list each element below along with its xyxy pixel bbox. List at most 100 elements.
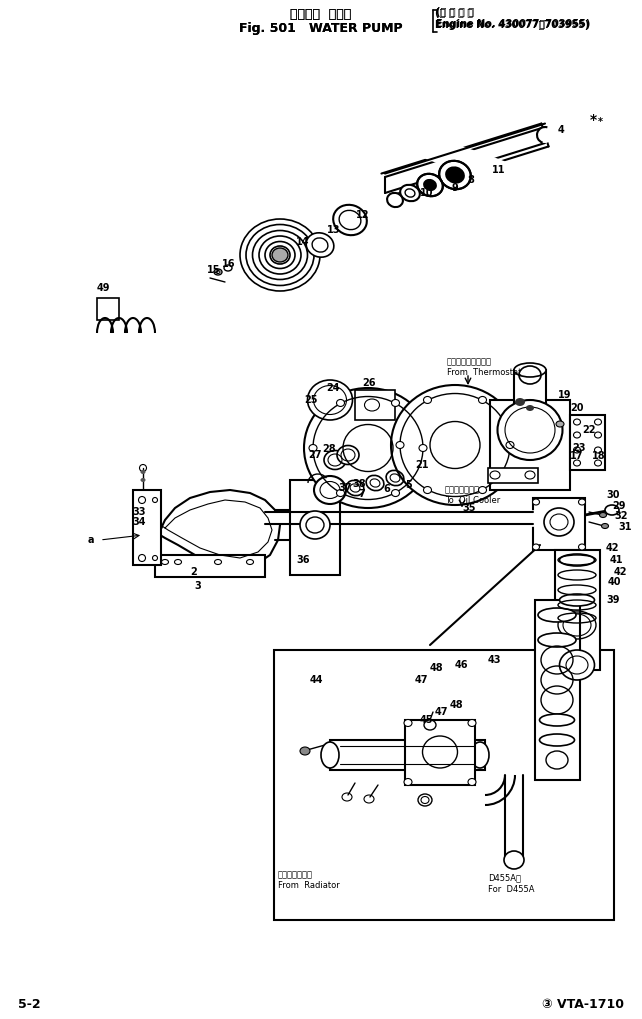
Ellipse shape xyxy=(314,476,346,504)
Ellipse shape xyxy=(423,179,437,192)
Text: 24: 24 xyxy=(326,383,340,393)
Bar xyxy=(355,390,395,420)
Ellipse shape xyxy=(532,499,539,505)
Text: *: * xyxy=(598,117,603,127)
Ellipse shape xyxy=(272,248,288,262)
Text: 25: 25 xyxy=(304,395,318,405)
Ellipse shape xyxy=(321,742,339,768)
Text: To  Oil Cooler: To Oil Cooler xyxy=(445,495,500,504)
Bar xyxy=(97,298,119,320)
Bar xyxy=(340,746,475,764)
Ellipse shape xyxy=(247,559,254,565)
Text: 3: 3 xyxy=(194,581,201,591)
Text: 26: 26 xyxy=(362,378,376,388)
Text: 15: 15 xyxy=(207,265,220,275)
Bar xyxy=(405,720,475,785)
Text: (適 用 号 機: (適 用 号 機 xyxy=(435,8,473,18)
Text: 9: 9 xyxy=(452,183,459,193)
Ellipse shape xyxy=(539,714,575,726)
Bar xyxy=(533,498,585,550)
Bar xyxy=(570,415,605,470)
Bar xyxy=(330,740,485,770)
Bar xyxy=(155,555,265,577)
Ellipse shape xyxy=(468,719,476,727)
Text: 5-2: 5-2 xyxy=(18,999,40,1012)
Bar xyxy=(488,468,538,483)
Ellipse shape xyxy=(559,650,594,680)
Text: 48: 48 xyxy=(450,700,464,710)
Text: 10: 10 xyxy=(420,187,433,198)
Ellipse shape xyxy=(573,447,580,453)
Text: ウォータ  ポンプ: ウォータ ポンプ xyxy=(290,7,352,20)
Text: 47: 47 xyxy=(435,707,449,717)
Ellipse shape xyxy=(153,497,157,502)
Ellipse shape xyxy=(424,396,431,404)
Text: 16: 16 xyxy=(222,259,236,269)
Ellipse shape xyxy=(559,594,594,606)
Ellipse shape xyxy=(162,559,168,565)
Text: Engine No. 430077～703955): Engine No. 430077～703955) xyxy=(436,19,591,29)
Text: 12: 12 xyxy=(356,210,370,220)
Ellipse shape xyxy=(141,470,146,474)
Text: 13: 13 xyxy=(327,225,340,235)
Ellipse shape xyxy=(498,400,562,460)
Ellipse shape xyxy=(605,505,619,515)
Ellipse shape xyxy=(214,559,221,565)
Text: 14: 14 xyxy=(296,237,309,247)
Text: 27: 27 xyxy=(308,450,322,460)
Text: サーモスタットから: サーモスタットから xyxy=(447,358,492,367)
Ellipse shape xyxy=(309,444,317,451)
Ellipse shape xyxy=(506,441,514,448)
Text: From  Radiator: From Radiator xyxy=(278,881,340,891)
Ellipse shape xyxy=(175,559,182,565)
Ellipse shape xyxy=(418,794,432,806)
Ellipse shape xyxy=(539,734,575,746)
Text: From  Thermostat: From Thermostat xyxy=(447,368,521,376)
Ellipse shape xyxy=(471,742,489,768)
Ellipse shape xyxy=(392,489,399,496)
Text: 34: 34 xyxy=(132,517,146,527)
Polygon shape xyxy=(150,490,280,568)
Ellipse shape xyxy=(366,475,384,490)
Ellipse shape xyxy=(532,544,539,550)
Text: 38: 38 xyxy=(352,479,366,489)
Text: a: a xyxy=(88,535,94,545)
Ellipse shape xyxy=(538,608,576,622)
Ellipse shape xyxy=(386,471,404,486)
Text: 35: 35 xyxy=(462,503,476,513)
Ellipse shape xyxy=(153,555,157,560)
Bar xyxy=(535,600,580,780)
Ellipse shape xyxy=(573,432,580,438)
Ellipse shape xyxy=(445,166,465,183)
Text: 23: 23 xyxy=(572,443,586,453)
Ellipse shape xyxy=(419,444,427,451)
Ellipse shape xyxy=(417,174,443,197)
Ellipse shape xyxy=(594,432,602,438)
Text: 32: 32 xyxy=(614,511,627,521)
Text: *: * xyxy=(590,113,597,127)
Ellipse shape xyxy=(602,524,609,529)
Text: 31: 31 xyxy=(618,522,632,532)
Text: For  D455A: For D455A xyxy=(488,884,535,894)
Ellipse shape xyxy=(514,363,546,377)
Ellipse shape xyxy=(424,720,436,730)
Text: ラジエータから: ラジエータから xyxy=(278,870,313,879)
Text: 39: 39 xyxy=(606,595,620,605)
Text: 46: 46 xyxy=(455,660,469,671)
Text: 5: 5 xyxy=(405,480,412,490)
Text: (適 用 号 機: (適 用 号 機 xyxy=(436,7,474,17)
Ellipse shape xyxy=(336,489,345,496)
Text: 18: 18 xyxy=(592,451,605,461)
Ellipse shape xyxy=(214,269,222,275)
Ellipse shape xyxy=(139,554,146,561)
Ellipse shape xyxy=(578,544,586,550)
Ellipse shape xyxy=(578,499,586,505)
Text: 45: 45 xyxy=(420,715,433,725)
Ellipse shape xyxy=(573,419,580,425)
Ellipse shape xyxy=(300,747,310,755)
Text: 22: 22 xyxy=(582,425,596,435)
Bar xyxy=(555,550,600,671)
Text: 48: 48 xyxy=(430,663,444,673)
Text: 43: 43 xyxy=(488,655,501,665)
Text: 40: 40 xyxy=(608,577,621,587)
